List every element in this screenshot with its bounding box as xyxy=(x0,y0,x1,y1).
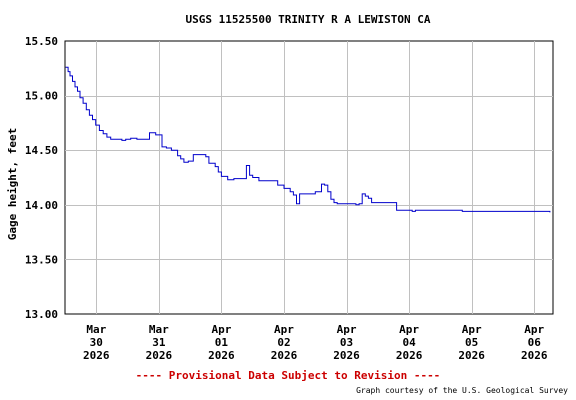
x-tick-label: 2026 xyxy=(271,349,298,362)
x-tick-label: Apr xyxy=(524,323,544,336)
x-tick-label: Apr xyxy=(462,323,482,336)
plot-frame xyxy=(64,40,554,315)
x-tick-label: 2026 xyxy=(521,349,548,362)
x-tick-label: 02 xyxy=(277,336,290,349)
x-tick-label: Apr xyxy=(274,323,294,336)
y-tick-label: 14.50 xyxy=(25,144,58,157)
x-tick-label: 04 xyxy=(402,336,416,349)
x-tick-label: Mar xyxy=(149,323,169,336)
x-tick-label: 2026 xyxy=(396,349,423,362)
gage-height-line xyxy=(65,66,551,213)
y-axis-label: Gage height, feet xyxy=(6,128,19,241)
chart-title: USGS 11525500 TRINITY R A LEWISTON CA xyxy=(185,13,430,26)
x-tick-label: 2026 xyxy=(458,349,485,362)
y-tick-label: 15.00 xyxy=(25,90,58,103)
y-axis-tick-labels: 13.00 13.50 14.00 14.50 15.00 15.50 xyxy=(25,35,58,321)
x-tick-label: 03 xyxy=(340,336,353,349)
x-tick-label: 2026 xyxy=(83,349,110,362)
x-tick-label: 2026 xyxy=(208,349,235,362)
x-tick-label: 06 xyxy=(528,336,542,349)
y-tick-label: 13.50 xyxy=(25,253,58,266)
x-tick-label: 01 xyxy=(215,336,229,349)
x-tick-label: 31 xyxy=(152,336,166,349)
y-tick-label: 13.00 xyxy=(25,308,58,321)
provisional-data-note: ---- Provisional Data Subject to Revisio… xyxy=(136,369,441,382)
grid-lines xyxy=(65,41,553,314)
usgs-credit: Graph courtesy of the U.S. Geological Su… xyxy=(356,386,568,395)
x-tick-label: 05 xyxy=(465,336,478,349)
series-layer xyxy=(65,66,551,213)
x-tick-label: 2026 xyxy=(146,349,173,362)
x-tick-label: Mar xyxy=(86,323,106,336)
x-axis-tick-labels: Mar302026Mar312026Apr012026Apr022026Apr0… xyxy=(83,323,548,362)
x-tick-label: 30 xyxy=(90,336,103,349)
y-tick-label: 15.50 xyxy=(25,35,58,48)
x-tick-label: 2026 xyxy=(333,349,360,362)
x-tick-label: Apr xyxy=(337,323,357,336)
x-tick-label: Apr xyxy=(211,323,231,336)
x-tick-label: Apr xyxy=(399,323,419,336)
y-tick-label: 14.00 xyxy=(25,199,58,212)
